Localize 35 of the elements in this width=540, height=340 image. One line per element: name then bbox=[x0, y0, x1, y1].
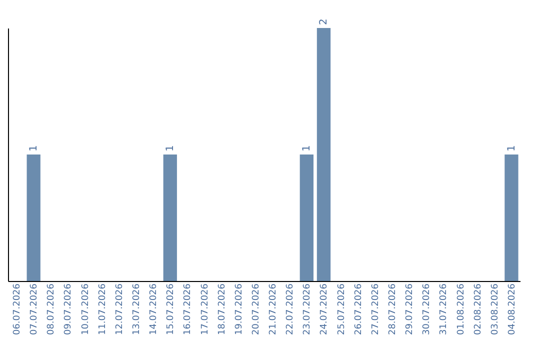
x-tick-label: 04.08.2026 bbox=[507, 283, 518, 336]
data-label: 1 bbox=[28, 145, 40, 152]
x-tick-label: 25.07.2026 bbox=[336, 283, 347, 336]
x-tick-label: 30.07.2026 bbox=[422, 283, 432, 336]
x-tick-label: 21.07.2026 bbox=[268, 283, 279, 336]
data-label: 1 bbox=[506, 145, 518, 152]
data-label: 2 bbox=[318, 18, 330, 25]
x-tick-label: 14.07.2026 bbox=[149, 283, 160, 336]
x-tick-label: 06.07.2026 bbox=[12, 283, 23, 336]
x-tick-label: 29.07.2026 bbox=[405, 283, 416, 336]
x-tick-label: 22.07.2026 bbox=[286, 283, 296, 336]
x-tick-label: 31.07.2026 bbox=[439, 283, 450, 336]
x-tick-label: 27.07.2026 bbox=[370, 283, 381, 336]
x-tick-label: 17.07.2026 bbox=[200, 283, 210, 336]
x-tick-label: 23.07.2026 bbox=[302, 283, 313, 336]
x-tick-label: 11.07.2026 bbox=[98, 283, 108, 336]
data-label: 1 bbox=[302, 145, 313, 152]
x-tick-label: 24.07.2026 bbox=[320, 283, 330, 336]
x-tick-label: 08.07.2026 bbox=[46, 283, 57, 336]
x-tick-label: 16.07.2026 bbox=[183, 283, 194, 336]
x-tick-label: 10.07.2026 bbox=[80, 283, 91, 336]
x-tick-label: 01.08.2026 bbox=[456, 283, 466, 336]
x-tick-label: 28.07.2026 bbox=[388, 283, 398, 336]
x-tick-label: 15.07.2026 bbox=[166, 283, 176, 336]
x-tick-label: 03.08.2026 bbox=[490, 283, 500, 336]
x-tick-label: 26.07.2026 bbox=[354, 283, 364, 336]
x-tick-label: 12.07.2026 bbox=[114, 283, 125, 336]
x-tick-label: 18.07.2026 bbox=[217, 283, 228, 336]
x-tick-label: 13.07.2026 bbox=[132, 283, 142, 336]
x-tick-label: 09.07.2026 bbox=[64, 283, 74, 336]
x-tick-label: 02.08.2026 bbox=[473, 283, 484, 336]
x-tick-label: 20.07.2026 bbox=[251, 283, 262, 336]
x-tick-label: 19.07.2026 bbox=[234, 283, 244, 336]
data-label: 1 bbox=[165, 145, 176, 152]
x-tick-label: 07.07.2026 bbox=[30, 283, 40, 336]
